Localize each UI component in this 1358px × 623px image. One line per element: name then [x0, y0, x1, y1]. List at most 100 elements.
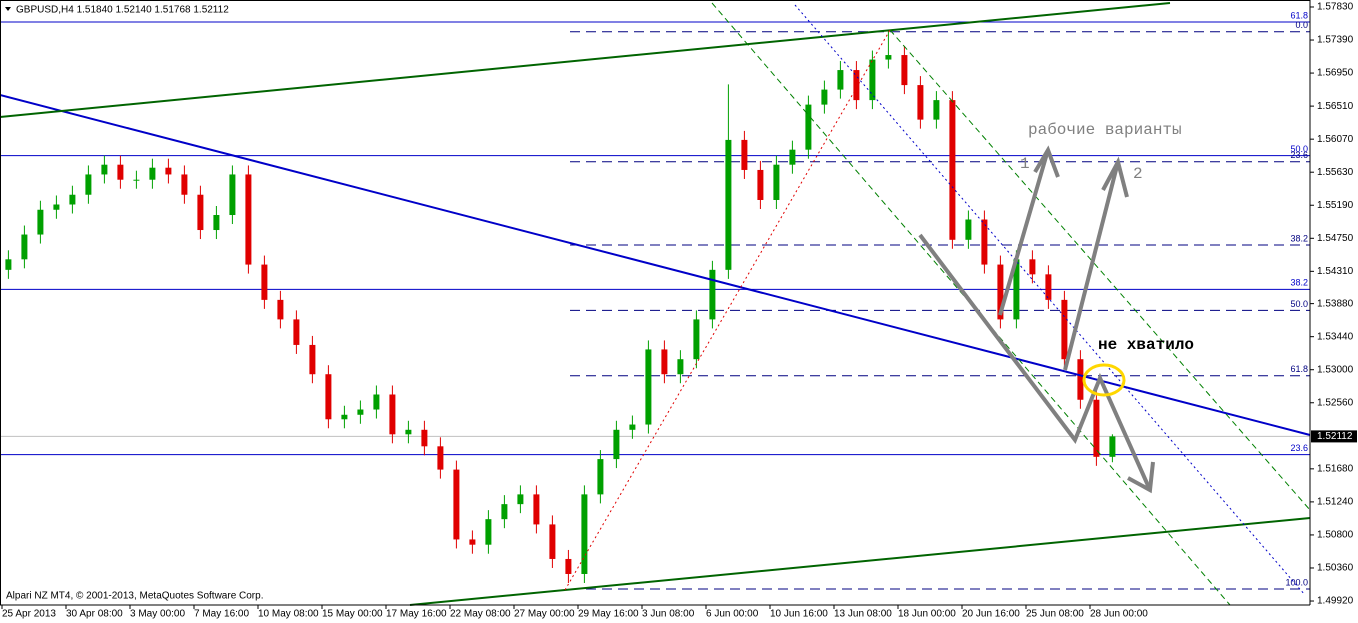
x-tick-label: 7 May 16:00: [194, 609, 249, 620]
y-tick-label: 1.50800: [1317, 530, 1354, 541]
candle-body: [293, 319, 300, 345]
y-tick-label: 1.53440: [1317, 331, 1354, 342]
x-tick-label: 10 May 08:00: [258, 609, 319, 620]
candle-body: [389, 394, 396, 435]
candle-body: [805, 104, 812, 150]
candle-body: [533, 494, 540, 525]
x-tick-label: 10 Jun 16:00: [770, 609, 828, 620]
candle-body: [949, 100, 956, 240]
candle-body: [1061, 299, 1068, 360]
candle-body: [901, 55, 908, 86]
x-tick-label: 20 Jun 16:00: [962, 609, 1020, 620]
candle-body: [1093, 399, 1100, 457]
candle-body: [133, 179, 140, 181]
candle-layer: [5, 30, 1116, 583]
candle-body: [853, 70, 860, 101]
candle-body: [245, 174, 252, 265]
candle-body: [773, 164, 780, 200]
fib-label: 61.8: [1290, 10, 1308, 20]
candle-body: [981, 219, 988, 265]
channel-line: [711, 2, 1231, 606]
candle-body: [741, 139, 748, 170]
y-tick-label: 1.51240: [1317, 497, 1354, 508]
x-tick-label: 6 Jun 00:00: [706, 609, 759, 620]
y-tick-label: 1.55630: [1317, 167, 1354, 178]
fib-label: 100.0: [1285, 577, 1308, 587]
candle-body: [597, 459, 604, 495]
fib-label: 50.0: [1290, 299, 1308, 309]
candle-body: [485, 519, 492, 545]
candle-body: [37, 209, 44, 235]
candle-body: [709, 269, 716, 320]
candle-body: [373, 394, 380, 410]
candle-body: [213, 215, 220, 231]
annotation: 2: [1133, 165, 1143, 183]
y-tick-label: 1.57390: [1317, 35, 1354, 46]
x-tick-label: 25 Jun 08:00: [1026, 609, 1084, 620]
x-tick-label: 3 May 00:00: [130, 609, 185, 620]
x-tick-label: 30 Apr 08:00: [66, 609, 123, 620]
candle-body: [21, 234, 28, 260]
candle-body: [437, 446, 444, 470]
x-tick-label: 27 May 00:00: [514, 609, 575, 620]
trend-line: [409, 517, 1311, 606]
arrow: [918, 233, 1152, 491]
trend-line: [0, 2, 1171, 118]
current-price-box: [1311, 430, 1357, 443]
candle-body: [677, 359, 684, 375]
arrow: [1063, 161, 1120, 371]
current-price-label: 1.52112: [1317, 431, 1353, 442]
fib-label: 61.8: [1290, 364, 1308, 374]
candle-body: [229, 174, 236, 216]
candle-body: [965, 219, 972, 240]
channel-line: [889, 29, 1311, 511]
fib-label: 38.2: [1290, 278, 1308, 288]
annotation: рабочие варианты: [1028, 121, 1182, 139]
y-tick-label: 1.55190: [1317, 200, 1354, 211]
fib-label: 0.0: [1295, 20, 1308, 30]
x-tick-label: 22 May 08:00: [450, 609, 511, 620]
candle-body: [789, 149, 796, 165]
candle-body: [85, 174, 92, 195]
annotation: 1: [1020, 155, 1030, 173]
candle-body: [101, 164, 108, 175]
candle-body: [517, 494, 524, 505]
fib-layer: 61.8 50.0 38.2 23.6 0.0 23.6 38.2 50.0 61.8 100.0: [0, 10, 1310, 590]
x-tick-label: 13 Jun 08:00: [834, 609, 892, 620]
title-icon: [5, 7, 11, 11]
candle-body: [501, 504, 508, 520]
x-tick-label: 15 May 00:00: [322, 609, 383, 620]
x-tick-label: 18 Jun 00:00: [898, 609, 956, 620]
x-tick-label: 28 Jun 00:00: [1090, 609, 1148, 620]
candle-body: [693, 319, 700, 360]
y-tick-label: 1.57830: [1317, 2, 1354, 13]
candle-body: [997, 264, 1004, 320]
y-tick-label: 1.51680: [1317, 463, 1354, 474]
candle-body: [197, 194, 204, 231]
highlight-circle: [1082, 363, 1126, 397]
candle-body: [885, 55, 892, 60]
fib-label: 50.0: [1290, 144, 1308, 154]
candle-body: [149, 167, 156, 180]
candle-body: [1029, 259, 1036, 275]
y-tick-label: 1.54750: [1317, 233, 1354, 244]
x-tick-label: 3 Jun 08:00: [642, 609, 695, 620]
candle-body: [181, 174, 188, 195]
y-tick-label: 1.56950: [1317, 68, 1354, 79]
y-tick-label: 1.52560: [1317, 397, 1354, 408]
candle-body: [757, 169, 764, 200]
candle-body: [453, 469, 460, 540]
candle-body: [869, 59, 876, 101]
candle-body: [357, 409, 364, 415]
candle-body: [69, 194, 76, 205]
drawings: [0, 2, 1311, 606]
candle-body: [325, 374, 332, 420]
trend-line: [0, 94, 1311, 436]
y-tick-label: 1.56510: [1317, 101, 1354, 112]
y-tick-label: 1.49920: [1317, 596, 1354, 607]
fib-label: 23.6: [1290, 150, 1308, 160]
y-tick-label: 1.53880: [1317, 298, 1354, 309]
candle-body: [277, 299, 284, 320]
